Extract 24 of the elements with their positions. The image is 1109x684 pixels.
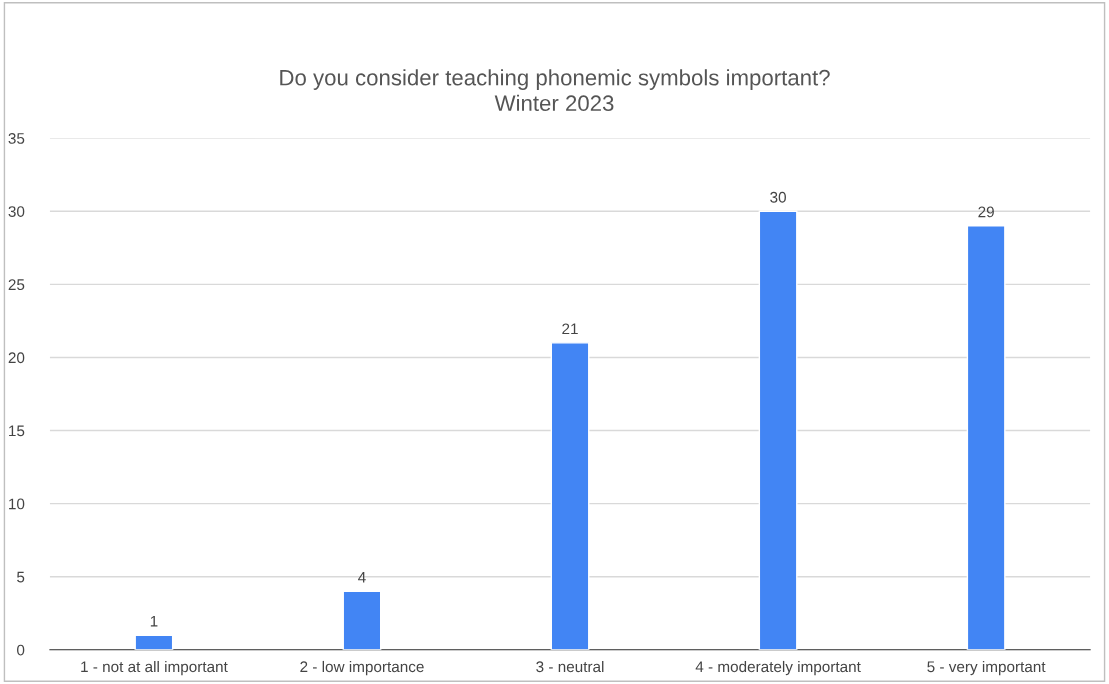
y-tick-label: 30 [8, 206, 25, 217]
bar [758, 210, 798, 650]
x-tick-label: 5 - very important [927, 660, 1046, 676]
chart-title: Do you consider teaching phonemic symbols important? Winter 2023 [280, 69, 830, 112]
y-tick-label: 0 [17, 644, 25, 656]
bar [342, 590, 382, 650]
y-tick-label: 35 [8, 133, 25, 144]
y-tick-label: 25 [8, 279, 25, 291]
bar [134, 634, 174, 650]
x-tick-label: 3 - neutral [536, 660, 604, 673]
bar [550, 342, 590, 650]
x-tick-label: 4 - moderately important [695, 660, 861, 676]
data-label: 4 [358, 572, 366, 583]
y-tick-label: 20 [8, 352, 25, 364]
bar [966, 225, 1006, 650]
y-tick-label: 10 [9, 498, 25, 510]
x-tick-label: 2 - low importance [300, 660, 424, 676]
x-tick-label: 1 - not at all important [81, 660, 228, 676]
data-label: 1 [150, 615, 158, 627]
y-tick-label: 5 [17, 571, 25, 583]
data-label: 30 [770, 191, 786, 203]
data-label: 29 [978, 206, 994, 218]
data-label: 21 [562, 323, 578, 335]
y-tick-label: 15 [9, 425, 25, 437]
